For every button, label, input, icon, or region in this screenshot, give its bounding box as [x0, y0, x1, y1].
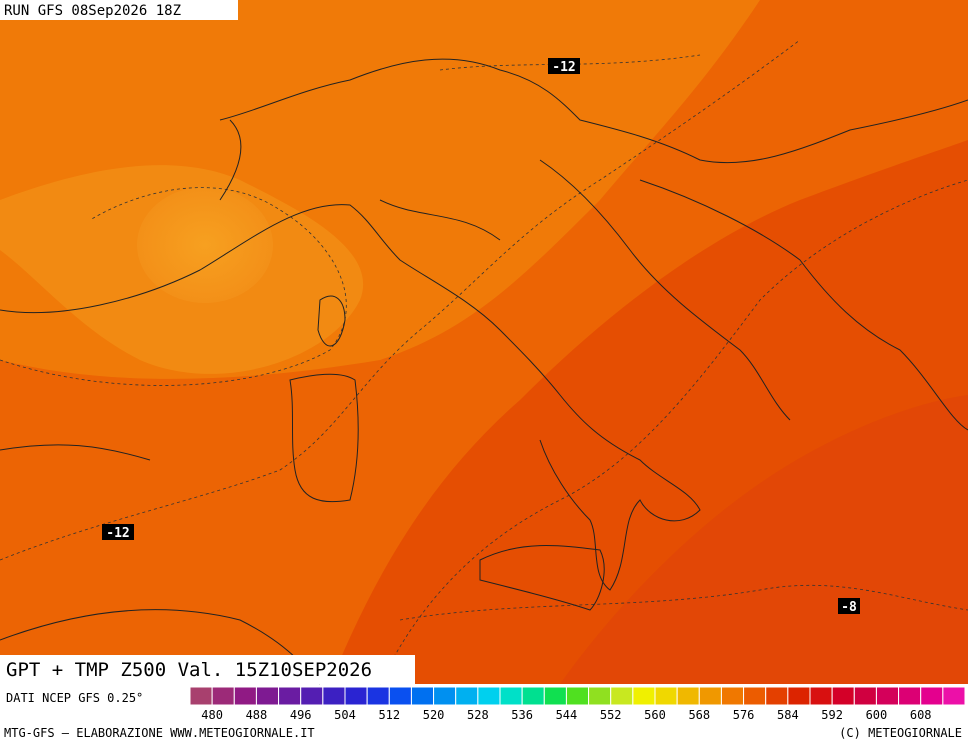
colorbar-swatch	[278, 686, 302, 706]
colorbar-swatch	[809, 686, 833, 706]
map	[0, 0, 968, 685]
colorbar-swatch	[787, 686, 811, 706]
colorbar-swatch	[211, 686, 235, 706]
colorbar-label: 568	[688, 708, 710, 722]
colorbar-label: 584	[777, 708, 799, 722]
colorbar-swatch	[875, 686, 900, 706]
colorbar-swatch	[455, 686, 479, 706]
colorbar-swatch	[255, 686, 280, 706]
colorbar-swatch	[388, 686, 412, 706]
colorbar-label: 504	[334, 708, 356, 722]
colorbar-label: 608	[910, 708, 932, 722]
colorbar-label: 552	[600, 708, 622, 722]
colorbar-swatch	[676, 686, 700, 706]
colorbar-label: 520	[423, 708, 445, 722]
colorbar-swatch	[543, 686, 567, 706]
colorbar-swatch	[720, 686, 745, 706]
colorbar-swatch	[433, 686, 457, 706]
colorbar-swatch	[942, 686, 966, 706]
colorbar-swatch	[499, 686, 523, 706]
colorbar-swatch	[410, 686, 435, 706]
colorbar-swatch	[565, 686, 590, 706]
colorbar-swatch	[189, 686, 213, 706]
colorbar-swatch	[698, 686, 722, 706]
colorbar-swatch	[300, 686, 324, 706]
contour-labels: -12 -12 -8	[102, 58, 860, 615]
run-label: RUN GFS 08Sep2026 18Z	[4, 3, 181, 19]
product-title: GPT + TMP Z500 Val. 15Z10SEP2026	[6, 659, 372, 681]
colorbar-swatch	[765, 686, 789, 706]
colorbar-swatch	[743, 686, 767, 706]
colorbar-label: 576	[733, 708, 755, 722]
colorbar-swatch	[588, 686, 612, 706]
source-label: DATI NCEP GFS 0.25°	[6, 691, 143, 705]
contour-label: -12	[106, 526, 129, 541]
colorbar-swatch	[831, 686, 855, 706]
footer-left: MTG-GFS — ELABORAZIONE WWW.METEOGIORNALE…	[4, 726, 315, 740]
colorbar-swatch	[344, 686, 368, 706]
colorbar-label: 536	[511, 708, 533, 722]
colorbar-swatch	[233, 686, 257, 706]
colorbar-swatch	[898, 686, 922, 706]
contour-label: -12	[552, 60, 575, 75]
colorbar: 480 488 496 504 512 520 528 536 544 552 560 568 576 5…	[189, 686, 966, 722]
colorbar-swatch	[853, 686, 877, 706]
contour-label: -8	[841, 600, 857, 615]
colorbar-label: 528	[467, 708, 489, 722]
colorbar-swatch	[654, 686, 678, 706]
colorbar-label: 488	[246, 708, 268, 722]
colorbar-swatch	[632, 686, 656, 706]
colorbar-swatch	[477, 686, 501, 706]
colorbar-swatch	[920, 686, 944, 706]
colorbar-swatch	[521, 686, 545, 706]
colorbar-label: 544	[556, 708, 578, 722]
product-box	[0, 655, 415, 684]
colorbar-label: 560	[644, 708, 666, 722]
colorbar-swatch	[322, 686, 346, 706]
colorbar-label: 496	[290, 708, 312, 722]
colorbar-label: 600	[866, 708, 888, 722]
colorbar-label: 480	[201, 708, 223, 722]
colorbar-label: 512	[378, 708, 400, 722]
run-box	[0, 0, 238, 20]
footer-right: (C) METEOGIORNALE	[839, 726, 962, 740]
colorbar-label: 592	[821, 708, 843, 722]
colorbar-swatch	[610, 686, 634, 706]
colorbar-swatch	[366, 686, 390, 706]
